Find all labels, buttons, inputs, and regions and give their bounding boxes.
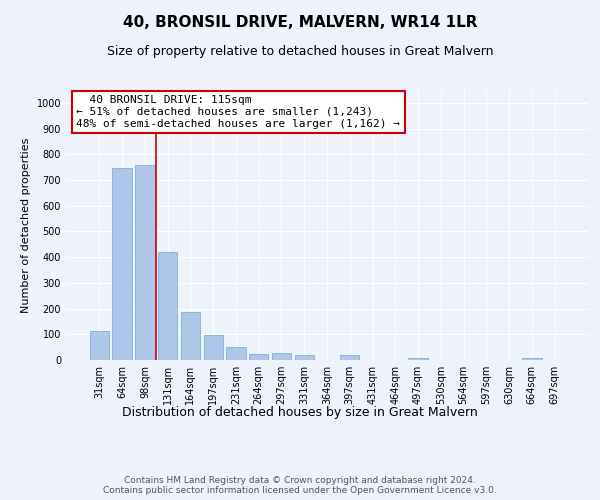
Bar [90, 331, 109, 360]
Text: 40 BRONSIL DRIVE: 115sqm
← 51% of detached houses are smaller (1,243)
48% of sem: 40 BRONSIL DRIVE: 115sqm ← 51% of detach… [76, 96, 400, 128]
Bar [181, 312, 200, 360]
Bar [135, 166, 155, 360]
Bar [295, 356, 314, 360]
Y-axis label: Number of detached properties: Number of detached properties [21, 138, 31, 312]
Text: Contains HM Land Registry data © Crown copyright and database right 2024.
Contai: Contains HM Land Registry data © Crown c… [103, 476, 497, 495]
Bar [522, 358, 542, 360]
Text: Distribution of detached houses by size in Great Malvern: Distribution of detached houses by size … [122, 406, 478, 419]
Bar [203, 335, 223, 360]
Bar [409, 358, 428, 360]
Text: Size of property relative to detached houses in Great Malvern: Size of property relative to detached ho… [107, 45, 493, 58]
Bar [112, 168, 132, 360]
Text: 40, BRONSIL DRIVE, MALVERN, WR14 1LR: 40, BRONSIL DRIVE, MALVERN, WR14 1LR [123, 15, 477, 30]
Bar [249, 354, 268, 360]
Bar [340, 356, 359, 360]
Bar [226, 347, 245, 360]
Bar [272, 354, 291, 360]
Bar [158, 252, 178, 360]
